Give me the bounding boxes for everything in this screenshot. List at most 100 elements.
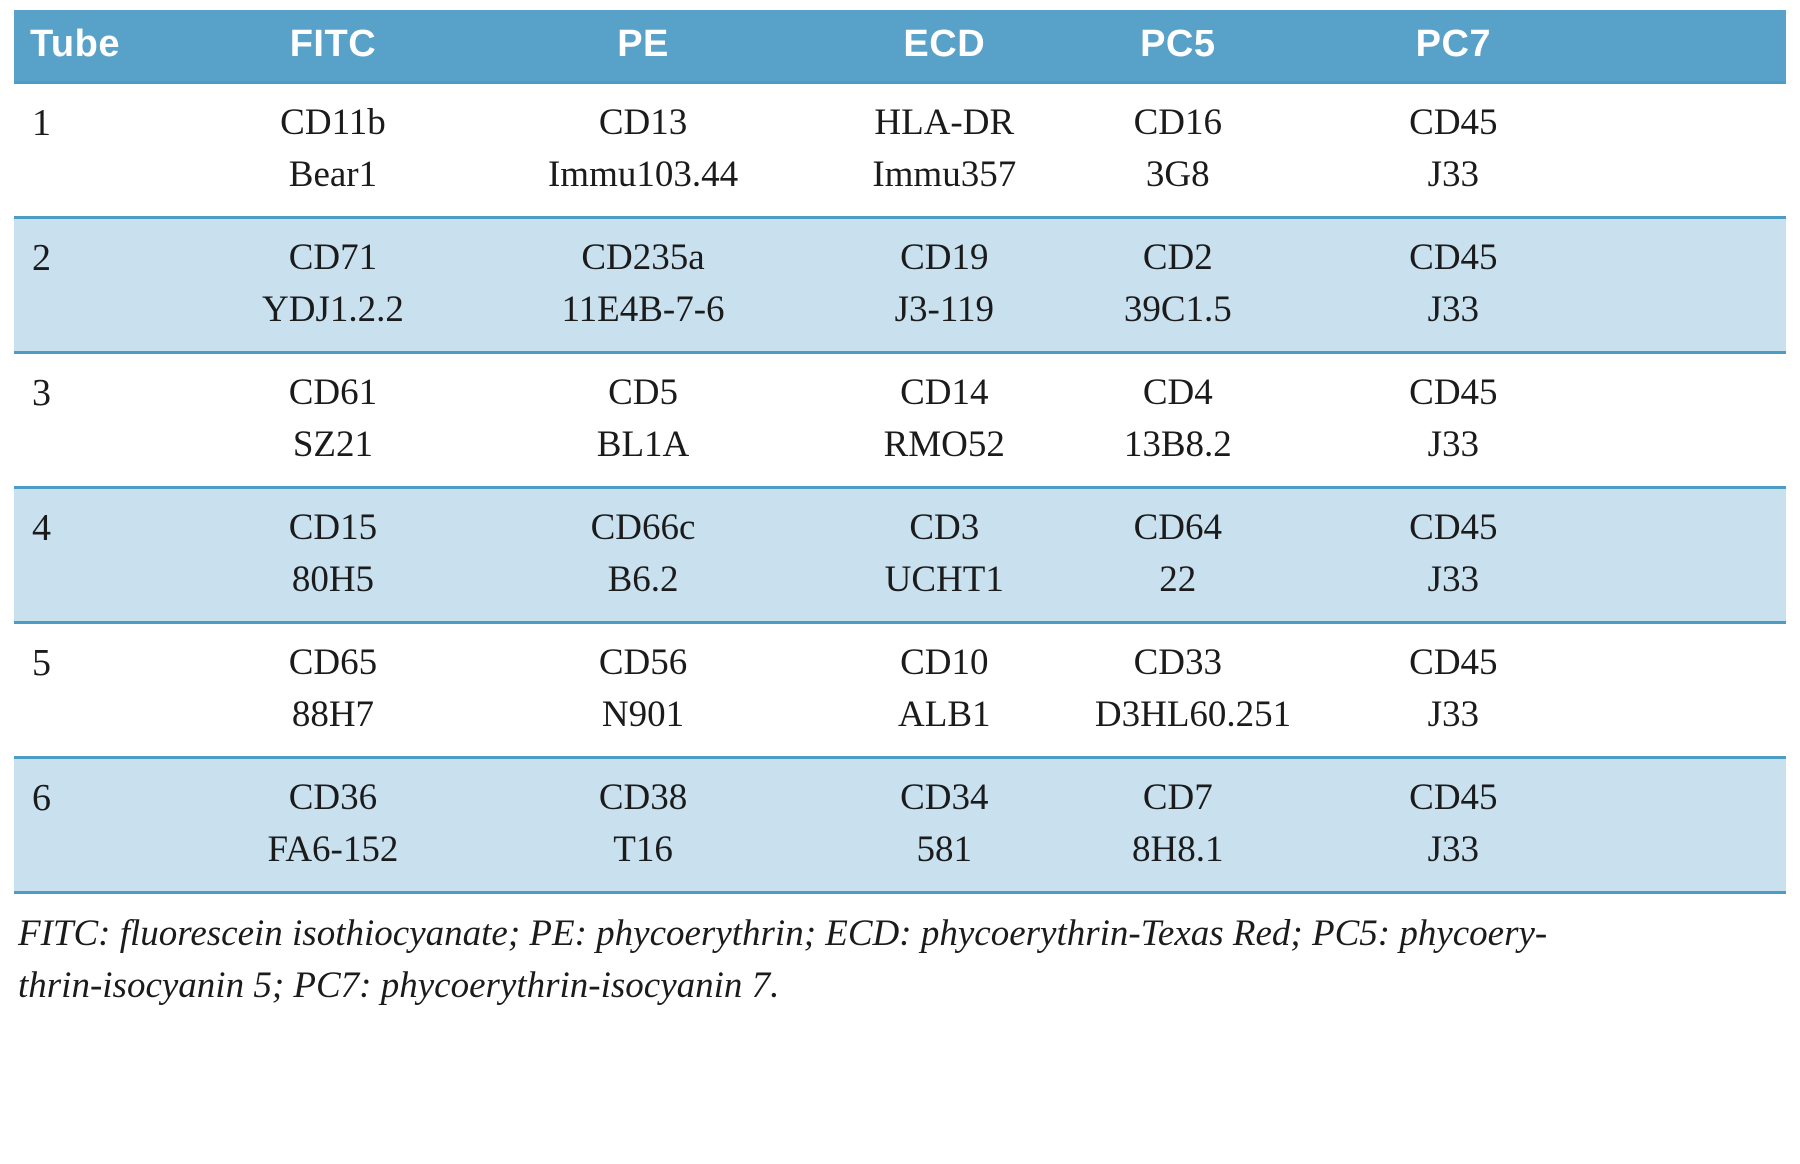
table-row: 1 CD11b Bear1 CD13 Immu103.44 HLA-DR Imm…: [14, 82, 1786, 218]
clone-label: 13B8.2: [1123, 424, 1232, 465]
tube-number: 2: [32, 237, 51, 279]
clone-label: UCHT1: [884, 559, 1004, 600]
panel-cell-pc7: CD45 J33: [1361, 758, 1786, 893]
panel-cell-fitc: CD36 FA6-152: [173, 758, 492, 893]
clone-label: 22: [1159, 559, 1197, 600]
antigen-label: CD2: [1142, 237, 1213, 278]
antigen-label: CD3: [909, 507, 980, 548]
antigen-label: CD45: [1409, 507, 1498, 548]
clone-label: B6.2: [607, 559, 679, 600]
clone-label: J3-119: [894, 289, 994, 330]
panel-cell-pc7: CD45 J33: [1361, 218, 1786, 353]
clone-label: J33: [1427, 829, 1480, 870]
antigen-label: CD11b: [280, 102, 386, 143]
clone-label: ALB1: [898, 694, 991, 735]
antigen-label: CD61: [288, 372, 378, 413]
table-row: 5 CD65 88H7 CD56 N901 CD10 ALB1 CD33 D3H…: [14, 622, 1786, 758]
antigen-label: CD36: [288, 777, 378, 818]
panel-cell-pc5: CD2 39C1.5: [1095, 218, 1361, 353]
clone-label: Immu357: [872, 154, 1017, 195]
tube-number: 5: [32, 642, 51, 684]
footnote-line-1: FITC: fluorescein isothiocyanate; PE: ph…: [18, 913, 1548, 954]
column-header-pe: PE: [492, 10, 794, 83]
clone-label: RMO52: [883, 424, 1005, 465]
antigen-label: CD10: [900, 642, 989, 683]
panel-cell-pc5: CD33 D3HL60.251: [1095, 623, 1361, 758]
antigen-label: CD34: [900, 777, 989, 818]
column-header-pc7: PC7: [1360, 10, 1786, 83]
panel-cell-pe: CD5 BL1A: [492, 353, 793, 488]
clone-label: BL1A: [596, 424, 690, 465]
panel-cell-ecd: CD14 RMO52: [794, 353, 1095, 488]
panel-cell-pe: CD38 T16: [492, 758, 793, 893]
clone-label: SZ21: [292, 424, 374, 465]
table-header-row: Tube FITC PE ECD PC5 PC7: [14, 10, 1786, 83]
antigen-label: CD45: [1409, 372, 1498, 413]
antigen-label: CD71: [288, 237, 378, 278]
panel-cell-pc5: CD16 3G8: [1095, 83, 1361, 218]
antigen-label: CD14: [900, 372, 989, 413]
antigen-label: CD15: [288, 507, 378, 548]
clone-label: 3G8: [1145, 154, 1210, 195]
antigen-label: CD45: [1409, 777, 1498, 818]
antigen-label: CD65: [288, 642, 378, 683]
tube-number: 4: [32, 507, 51, 549]
panel-cell-pc7: CD45 J33: [1361, 83, 1786, 218]
antigen-label: CD56: [598, 642, 688, 683]
panel-cell-pc7: CD45 J33: [1361, 488, 1786, 623]
antigen-label: CD5: [608, 372, 678, 413]
clone-label: J33: [1427, 424, 1480, 465]
clone-label: J33: [1427, 694, 1480, 735]
clone-label: Immu103.44: [547, 154, 739, 195]
clone-label: FA6-152: [267, 829, 399, 870]
clone-label: 80H5: [291, 559, 375, 600]
panel-cell-pe: CD235a 11E4B-7-6: [492, 218, 793, 353]
antigen-label: CD64: [1133, 507, 1222, 548]
clone-label: D3HL60.251: [1094, 694, 1292, 735]
tube-number: 6: [32, 777, 51, 819]
panel-cell-fitc: CD65 88H7: [173, 623, 492, 758]
antigen-label: CD16: [1133, 102, 1222, 143]
panel-cell-pc7: CD45 J33: [1361, 353, 1786, 488]
clone-label: N901: [601, 694, 685, 735]
panel-cell-pc5: CD64 22: [1095, 488, 1361, 623]
antigen-label: HLA-DR: [874, 102, 1015, 143]
clone-label: 581: [916, 829, 973, 870]
clone-label: 8H8.1: [1132, 829, 1224, 870]
tube-number: 1: [32, 102, 51, 144]
panel-cell-fitc: CD71 YDJ1.2.2: [173, 218, 492, 353]
column-header-ecd: ECD: [793, 10, 1095, 83]
panel-cell-ecd: CD34 581: [794, 758, 1095, 893]
clone-label: Bear1: [288, 154, 378, 195]
antigen-label: CD45: [1409, 102, 1498, 143]
panel-cell-pc5: CD7 8H8.1: [1095, 758, 1361, 893]
clone-label: 39C1.5: [1123, 289, 1232, 330]
panel-cell-ecd: CD10 ALB1: [794, 623, 1095, 758]
antibody-panel-table: Tube FITC PE ECD PC5 PC7 1 CD11b Bear1 C…: [14, 10, 1786, 894]
panel-cell-pe: CD13 Immu103.44: [492, 83, 793, 218]
antigen-label: CD38: [598, 777, 688, 818]
antigen-label: CD19: [900, 237, 989, 278]
clone-label: 11E4B-7-6: [561, 289, 725, 330]
panel-cell-pe: CD56 N901: [492, 623, 793, 758]
panel-cell-fitc: CD11b Bear1: [173, 83, 492, 218]
antigen-label: CD66c: [590, 507, 696, 548]
antigen-label: CD7: [1142, 777, 1213, 818]
panel-cell-pe: CD66c B6.2: [492, 488, 793, 623]
clone-label: YDJ1.2.2: [262, 289, 404, 330]
clone-label: J33: [1427, 154, 1480, 195]
antigen-label: CD33: [1133, 642, 1222, 683]
panel-cell-pc7: CD45 J33: [1361, 623, 1786, 758]
antigen-label: CD45: [1409, 237, 1498, 278]
footnote-line-2: thrin-isocyanin 5; PC7: phycoerythrin-is…: [18, 965, 780, 1006]
antigen-label: CD235a: [581, 237, 705, 278]
panel-cell-pc5: CD4 13B8.2: [1095, 353, 1361, 488]
table-footnote: FITC: fluorescein isothiocyanate; PE: ph…: [14, 894, 1786, 1012]
panel-cell-ecd: HLA-DR Immu357: [794, 83, 1095, 218]
table-row: 4 CD15 80H5 CD66c B6.2 CD3 UCHT1 CD64 22: [14, 487, 1786, 623]
panel-cell-ecd: CD19 J3-119: [794, 218, 1095, 353]
table-row: 2 CD71 YDJ1.2.2 CD235a 11E4B-7-6 CD19 J3…: [14, 217, 1786, 353]
tube-number: 3: [32, 372, 51, 414]
clone-label: J33: [1427, 289, 1480, 330]
table-row: 6 CD36 FA6-152 CD38 T16 CD34 581 CD7 8H8…: [14, 757, 1786, 893]
